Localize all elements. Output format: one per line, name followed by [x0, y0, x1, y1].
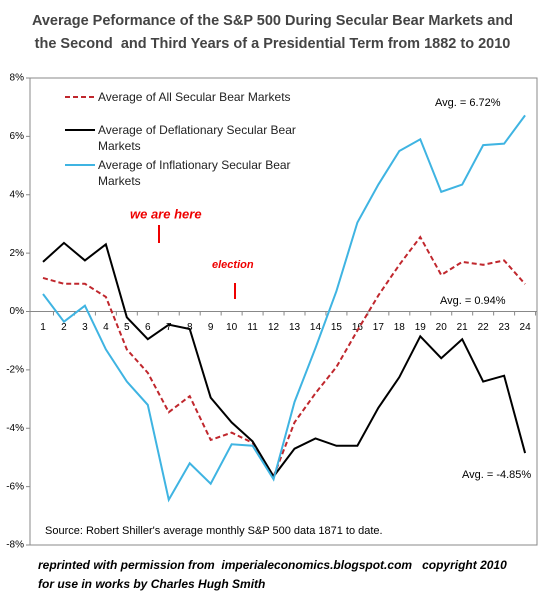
x-tick-label: 6 — [145, 322, 151, 333]
y-tick-label: 6% — [10, 131, 25, 142]
x-tick-label: 4 — [103, 322, 109, 333]
y-tick-label: -4% — [6, 423, 24, 434]
y-tick-label: 8% — [10, 73, 25, 84]
x-tick-label: 10 — [226, 322, 238, 333]
title-line: Average Peformance of the S&P 500 During… — [31, 13, 514, 29]
annotation: Avg. = 0.94% — [440, 295, 506, 307]
x-tick-label: 13 — [289, 322, 301, 333]
annotation: Avg. = 6.72% — [435, 97, 501, 109]
x-tick-label: 2 — [61, 322, 67, 333]
annotation: we are here — [130, 206, 202, 221]
title-line: the Second and Third Years of a Presiden… — [34, 36, 511, 52]
x-tick-label: 3 — [82, 322, 88, 333]
x-tick-label: 23 — [499, 322, 511, 333]
x-tick-label: 5 — [124, 322, 130, 333]
x-tick-label: 16 — [352, 322, 364, 333]
x-tick-label: 17 — [373, 322, 385, 333]
x-tick-label: 12 — [268, 322, 280, 333]
x-tick-label: 21 — [457, 322, 469, 333]
chart-title: Average Peformance of the S&P 500 During… — [0, 10, 545, 56]
x-tick-label: 1 — [40, 322, 46, 333]
legend-label: Average of All Secular Bear Markets — [98, 90, 291, 104]
y-tick-label: -2% — [6, 365, 24, 376]
x-tick-label: 22 — [478, 322, 490, 333]
x-tick-label: 11 — [247, 322, 258, 333]
x-tick-label: 8 — [187, 322, 193, 333]
legend-label: Average of Inflationary Secular Bear Mar… — [98, 158, 291, 188]
x-tick-label: 7 — [166, 322, 172, 333]
source: Source: Robert Shiller's average monthly… — [45, 525, 383, 537]
x-tick-label: 19 — [415, 322, 427, 333]
annotation: election — [212, 259, 254, 271]
x-tick-label: 9 — [208, 322, 214, 333]
legend-label: Average of Deflationary Secular Bear Mar… — [98, 123, 296, 153]
series-line — [42, 241, 527, 479]
x-tick-label: 18 — [394, 322, 406, 333]
footer: for use in works by Charles Hugh Smith — [38, 577, 266, 591]
x-tick-label: 15 — [331, 322, 343, 333]
x-tick-label: 24 — [520, 322, 532, 333]
y-tick-label: 2% — [10, 248, 25, 259]
y-tick-label: 4% — [10, 189, 25, 200]
annotation: Avg. = -4.85% — [462, 469, 531, 481]
x-tick-label: 20 — [436, 322, 448, 333]
footer: reprinted with permission from imperiale… — [38, 558, 507, 572]
y-tick-label: -8% — [6, 540, 24, 551]
y-tick-label: -6% — [6, 481, 24, 492]
series-line — [42, 114, 526, 503]
series-line — [42, 235, 526, 479]
y-tick-label: 0% — [10, 306, 25, 317]
x-tick-label: 14 — [310, 322, 322, 333]
